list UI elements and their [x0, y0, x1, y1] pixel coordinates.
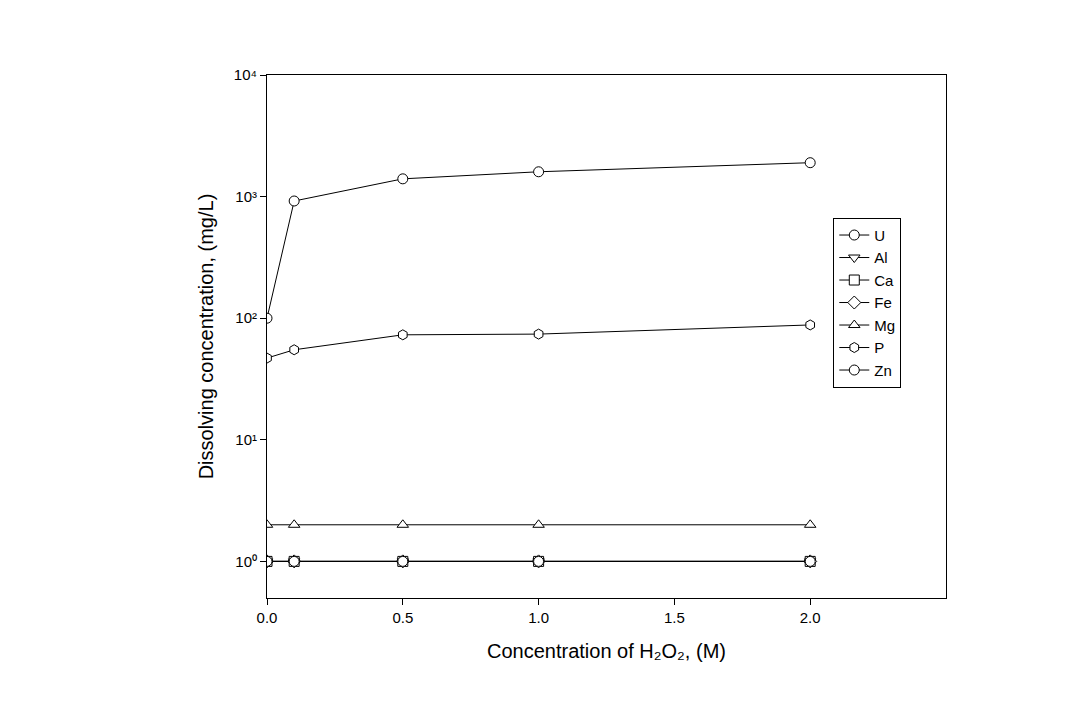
svg-text:U: U	[874, 227, 885, 244]
svg-text:0.0: 0.0	[257, 609, 278, 626]
svg-text:10¹: 10¹	[235, 431, 257, 448]
svg-text:Fe: Fe	[874, 294, 892, 311]
svg-text:0.5: 0.5	[392, 609, 413, 626]
svg-text:Al: Al	[874, 249, 887, 266]
svg-text:1.5: 1.5	[664, 609, 685, 626]
svg-text:1.0: 1.0	[528, 609, 549, 626]
svg-text:10⁰: 10⁰	[235, 553, 257, 570]
svg-text:P: P	[874, 339, 884, 356]
svg-text:Concentration of H₂O₂, (M): Concentration of H₂O₂, (M)	[487, 640, 726, 662]
svg-text:Ca: Ca	[874, 272, 894, 289]
svg-text:Zn: Zn	[874, 362, 892, 379]
svg-text:10³: 10³	[235, 188, 257, 205]
svg-text:Mg: Mg	[874, 317, 895, 334]
svg-text:10⁴: 10⁴	[234, 66, 257, 83]
svg-text:10²: 10²	[235, 309, 257, 326]
svg-text:Dissolving concentration, (mg/: Dissolving concentration, (mg/L)	[195, 194, 217, 480]
svg-text:2.0: 2.0	[800, 609, 821, 626]
